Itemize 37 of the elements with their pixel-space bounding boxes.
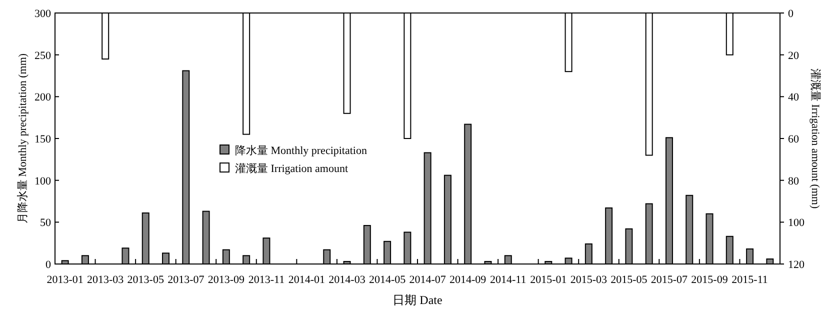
legend-label: 降水量 Monthly precipitation — [235, 144, 368, 157]
x-tick-label: 2013-11 — [248, 274, 285, 286]
x-tick-label: 2014-05 — [368, 274, 406, 286]
x-tick-label: 2014-09 — [450, 274, 487, 286]
x-tick-label: 2015-03 — [570, 274, 608, 286]
x-tick-label: 2014-01 — [288, 274, 326, 286]
x-tick-label: 2013-07 — [168, 274, 205, 286]
y-tick-label: 100 — [34, 175, 52, 188]
y2-tick-label: 20 — [788, 50, 800, 62]
y-axis-title: 月降水量 Monthly precipitation (mm) — [16, 53, 29, 224]
x-tick-label: 2015-05 — [610, 274, 648, 286]
x-tick-label: 2015-09 — [691, 274, 728, 286]
y2-tick-label: 100 — [788, 217, 805, 230]
y2-tick-label: 120 — [788, 259, 805, 271]
x-tick-label: 2013-05 — [127, 274, 164, 286]
x-tick-label: 2014-07 — [409, 274, 446, 286]
x-axis-title: 日期 Date — [392, 293, 442, 307]
y-tick-label: 300 — [34, 8, 52, 20]
x-tick-label: 2014-03 — [328, 274, 366, 286]
x-tick-label: 2013-09 — [208, 274, 246, 286]
x-tick-label: 2015-01 — [530, 274, 567, 286]
y-tick-label: 50 — [40, 217, 52, 230]
legend-label: 灌溉量 Irrigation amount — [235, 162, 348, 175]
x-tick-label: 2013-01 — [46, 274, 84, 286]
y-tick-label: 150 — [34, 134, 52, 146]
y2-tick-label: 40 — [788, 92, 800, 104]
x-tick-label: 2015-07 — [650, 274, 688, 286]
y2-tick-label: 80 — [788, 175, 800, 188]
y-tick-label: 200 — [34, 92, 52, 104]
y-tick-label: 0 — [46, 259, 52, 271]
y2-tick-label: 60 — [788, 134, 800, 146]
y2-tick-label: 0 — [788, 8, 794, 20]
y-tick-label: 250 — [34, 50, 52, 62]
x-tick-label: 2015-11 — [732, 274, 768, 286]
x-tick-label: 2014-11 — [490, 274, 526, 286]
x-tick-label: 2013-03 — [87, 274, 124, 286]
y2-axis-title: 灌溉量 Irrigation amount (mm) — [809, 68, 822, 209]
